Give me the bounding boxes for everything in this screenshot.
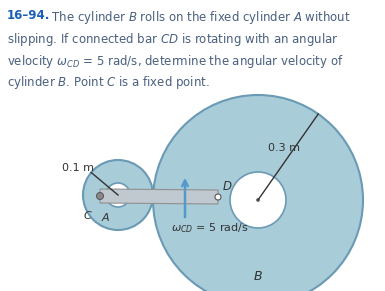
Circle shape	[97, 193, 104, 200]
Circle shape	[215, 194, 221, 200]
Circle shape	[83, 160, 153, 230]
Circle shape	[230, 172, 286, 228]
Polygon shape	[100, 189, 218, 204]
Text: 0.3 m: 0.3 m	[268, 143, 300, 153]
Text: The cylinder $B$ rolls on the fixed cylinder $A$ without
slipping. If connected : The cylinder $B$ rolls on the fixed cyli…	[7, 9, 351, 91]
Text: 0.1 m: 0.1 m	[62, 163, 94, 173]
Text: $D$: $D$	[222, 180, 232, 193]
Text: $A$: $A$	[101, 211, 111, 223]
Circle shape	[256, 198, 259, 201]
Text: $C$: $C$	[83, 209, 93, 221]
Circle shape	[153, 95, 363, 291]
Text: 16–94.: 16–94.	[7, 9, 50, 22]
Circle shape	[116, 193, 120, 197]
Text: $\omega_{CD}$ = 5 rad/s: $\omega_{CD}$ = 5 rad/s	[171, 221, 249, 235]
Circle shape	[106, 183, 130, 207]
Text: $B$: $B$	[253, 271, 263, 283]
